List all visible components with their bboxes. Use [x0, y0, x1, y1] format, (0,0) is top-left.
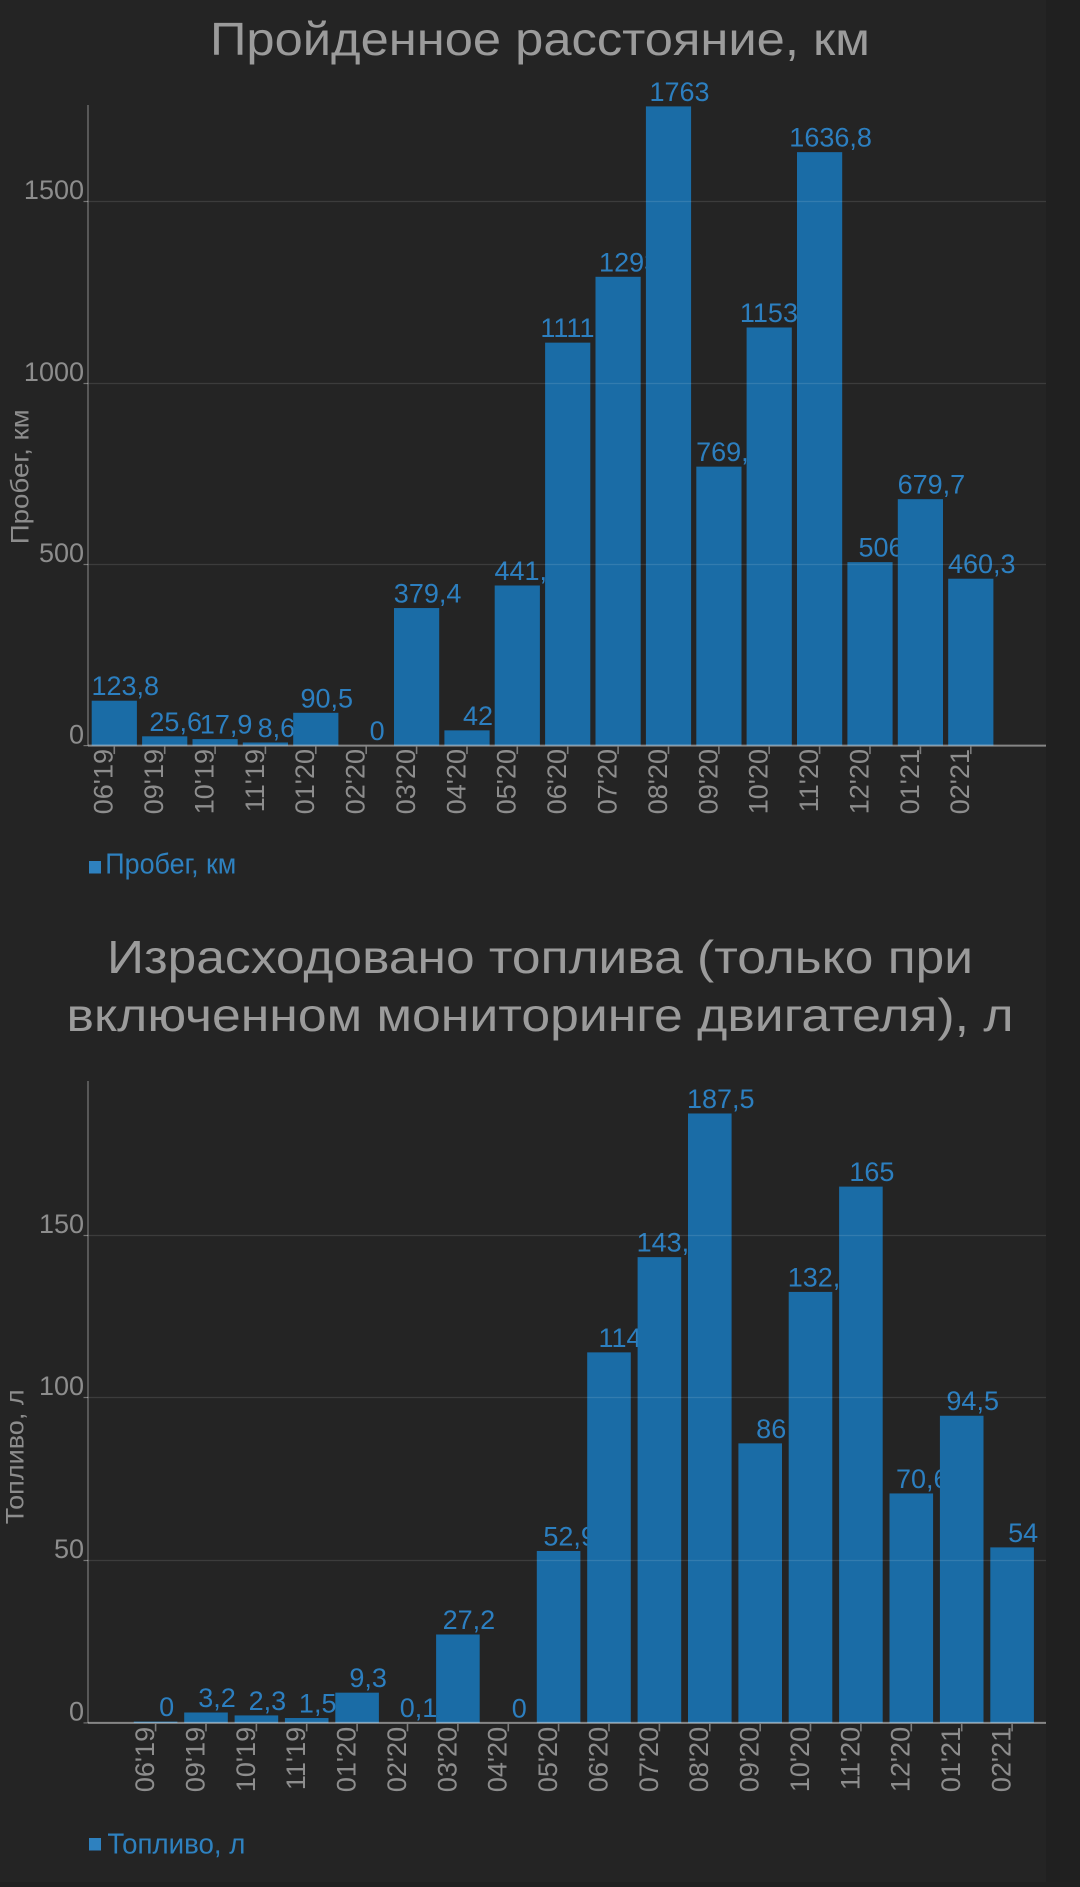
svg-text:500: 500 [39, 538, 84, 568]
svg-text:70,6: 70,6 [896, 1464, 949, 1494]
svg-text:10'20: 10'20 [744, 749, 774, 814]
svg-text:8,6: 8,6 [258, 713, 296, 743]
svg-text:08'20: 08'20 [684, 1727, 714, 1792]
svg-text:1636,8: 1636,8 [789, 123, 872, 153]
svg-text:08'20: 08'20 [643, 749, 673, 814]
svg-text:06'20: 06'20 [583, 1727, 613, 1792]
svg-text:06'19: 06'19 [89, 749, 119, 814]
svg-text:01'21: 01'21 [895, 749, 925, 814]
svg-text:1763: 1763 [649, 77, 709, 107]
svg-text:02'21: 02'21 [945, 749, 975, 814]
svg-text:12'20: 12'20 [844, 749, 874, 814]
svg-text:07'20: 07'20 [634, 1727, 664, 1792]
svg-text:11'19: 11'19 [281, 1727, 311, 1790]
svg-text:150: 150 [39, 1209, 84, 1239]
svg-text:Пройденное расстояние, км: Пройденное расстояние, км [210, 13, 870, 65]
svg-text:02'21: 02'21 [987, 1727, 1017, 1792]
svg-text:Пробег, км: Пробег, км [7, 409, 35, 544]
svg-text:187,5: 187,5 [687, 1084, 755, 1114]
svg-text:09'19: 09'19 [139, 749, 169, 814]
svg-text:0: 0 [370, 716, 385, 746]
svg-text:04'20: 04'20 [441, 749, 471, 814]
svg-text:03'20: 03'20 [391, 749, 421, 814]
svg-text:2,3: 2,3 [249, 1686, 287, 1716]
svg-text:09'19: 09'19 [180, 1727, 210, 1792]
svg-text:460,3: 460,3 [948, 549, 1016, 579]
svg-text:05'20: 05'20 [492, 749, 522, 814]
svg-text:11'19: 11'19 [240, 749, 270, 812]
svg-text:03'20: 03'20 [432, 1727, 462, 1792]
svg-text:02'20: 02'20 [341, 749, 371, 814]
svg-text:506: 506 [858, 533, 903, 563]
svg-text:42: 42 [463, 701, 493, 731]
svg-text:06'19: 06'19 [130, 1727, 160, 1792]
svg-text:100: 100 [39, 1371, 84, 1401]
svg-text:1,5: 1,5 [299, 1689, 337, 1719]
svg-text:0: 0 [69, 719, 84, 749]
svg-text:3,2: 3,2 [198, 1683, 236, 1713]
svg-text:включенном мониторинге двигате: включенном мониторинге двигателя), л [67, 989, 1014, 1041]
svg-text:Пробег, км: Пробег, км [105, 849, 236, 881]
svg-text:01'20: 01'20 [332, 1727, 362, 1792]
svg-text:07'20: 07'20 [593, 749, 623, 814]
svg-text:17,9: 17,9 [200, 710, 253, 740]
svg-text:10'20: 10'20 [785, 1727, 815, 1792]
svg-text:01'20: 01'20 [290, 749, 320, 814]
svg-text:1000: 1000 [24, 357, 84, 387]
svg-text:1500: 1500 [24, 175, 84, 205]
svg-text:0: 0 [69, 1697, 84, 1727]
svg-text:86: 86 [756, 1414, 786, 1444]
svg-text:0: 0 [512, 1693, 527, 1723]
svg-text:04'20: 04'20 [483, 1727, 513, 1792]
svg-text:50: 50 [54, 1534, 84, 1564]
svg-text:379,4: 379,4 [394, 579, 462, 609]
svg-text:02'20: 02'20 [382, 1727, 412, 1792]
svg-text:52,9: 52,9 [543, 1522, 596, 1552]
svg-text:123,8: 123,8 [92, 671, 160, 701]
svg-text:09'20: 09'20 [735, 1727, 765, 1792]
svg-text:0,1: 0,1 [400, 1693, 438, 1723]
svg-text:Топливо, л: Топливо, л [107, 1828, 245, 1860]
svg-text:12'20: 12'20 [886, 1727, 916, 1792]
svg-text:Израсходовано топлива (только: Израсходовано топлива (только при [107, 931, 973, 983]
svg-text:9,3: 9,3 [349, 1663, 387, 1693]
svg-text:114: 114 [598, 1323, 641, 1353]
svg-text:90,5: 90,5 [301, 683, 354, 713]
svg-text:Топливо, л: Топливо, л [2, 1389, 30, 1524]
svg-text:11'20: 11'20 [794, 749, 824, 812]
svg-text:165: 165 [849, 1157, 894, 1187]
svg-text:06'20: 06'20 [542, 749, 572, 814]
svg-text:54: 54 [1008, 1518, 1038, 1548]
svg-text:679,7: 679,7 [898, 470, 966, 500]
svg-text:10'19: 10'19 [231, 1727, 261, 1792]
svg-text:09'20: 09'20 [693, 749, 723, 814]
svg-text:11'20: 11'20 [835, 1727, 865, 1790]
svg-text:10'19: 10'19 [190, 749, 220, 814]
svg-text:05'20: 05'20 [533, 1727, 563, 1792]
svg-text:01'21: 01'21 [936, 1727, 966, 1792]
svg-text:0: 0 [159, 1692, 174, 1722]
svg-text:94,5: 94,5 [946, 1386, 999, 1416]
svg-text:27,2: 27,2 [443, 1605, 496, 1635]
svg-text:25,6: 25,6 [149, 707, 202, 737]
